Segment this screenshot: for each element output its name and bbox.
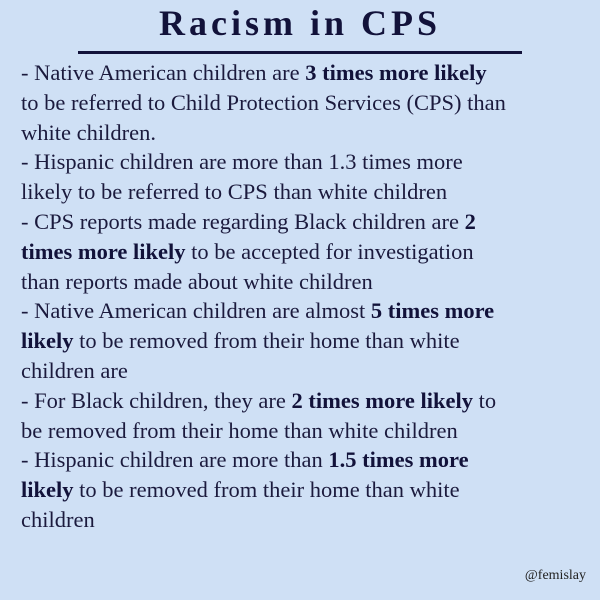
text-line: white children. [21, 118, 591, 148]
text-line: likely to be removed from their home tha… [21, 475, 591, 505]
text-segment: be removed from their home than white ch… [21, 417, 458, 443]
emphasis-text: 5 times more [370, 298, 495, 324]
text-segment: white children. [21, 119, 156, 145]
emphasis-text: likely [21, 477, 74, 503]
statistic-item: - Hispanic children are more than 1.3 ti… [21, 147, 591, 207]
text-line: likely to be removed from their home tha… [21, 326, 591, 356]
text-segment: children [21, 506, 95, 532]
text-line: - For Black children, they are 2 times m… [21, 386, 591, 416]
text-segment: - For Black children, they are [21, 387, 292, 413]
text-line: times more likely to be accepted for inv… [21, 237, 591, 267]
emphasis-text: 2 times more likely [291, 387, 473, 413]
text-segment: - Native American children are almost [21, 298, 371, 324]
emphasis-text: times more likely [21, 238, 186, 264]
statistic-item: - For Black children, they are 2 times m… [21, 386, 591, 446]
text-line: - Hispanic children are more than 1.5 ti… [21, 445, 591, 475]
text-segment: - Hispanic children are more than [21, 447, 329, 473]
statistic-item: - CPS reports made regarding Black child… [21, 207, 591, 296]
text-segment: - Hispanic children are more than 1.3 ti… [21, 149, 463, 175]
title-underline [78, 51, 522, 54]
text-segment: likely to be referred to CPS than white … [21, 179, 448, 205]
emphasis-text: 2 [464, 208, 476, 234]
statistics-list: - Native American children are 3 times m… [21, 58, 591, 535]
text-segment: to be accepted for investigation [185, 238, 474, 264]
emphasis-text: likely [21, 328, 74, 354]
author-handle: @femislay [524, 568, 586, 583]
statistic-item: - Native American children are 3 times m… [21, 58, 591, 147]
text-segment: - CPS reports made regarding Black child… [21, 208, 465, 234]
page-title: Racism in CPS [158, 3, 441, 43]
text-line: be removed from their home than white ch… [21, 416, 591, 446]
text-segment: children are [21, 357, 128, 383]
text-line: children [21, 505, 591, 535]
text-line: to be referred to Child Protection Servi… [21, 88, 591, 118]
text-segment: to be removed from their home than white [73, 328, 460, 354]
text-line: than reports made about white children [21, 267, 591, 297]
text-segment: to be referred to Child Protection Servi… [21, 89, 506, 115]
text-line: likely to be referred to CPS than white … [21, 177, 591, 207]
statistic-item: - Hispanic children are more than 1.5 ti… [21, 445, 591, 534]
statistic-item: - Native American children are almost 5 … [21, 296, 591, 385]
text-line: - Native American children are 3 times m… [21, 58, 591, 88]
emphasis-text: 3 times more likely [305, 60, 487, 85]
text-line: children are [21, 356, 591, 386]
text-line: - Native American children are almost 5 … [21, 296, 591, 326]
emphasis-text: 1.5 times more [328, 447, 469, 473]
text-segment: - Native American children are [21, 60, 306, 85]
text-segment: to be removed from their home than white [73, 477, 460, 503]
text-line: - CPS reports made regarding Black child… [21, 207, 591, 237]
text-segment: than reports made about white children [21, 268, 373, 294]
text-line: - Hispanic children are more than 1.3 ti… [21, 147, 591, 177]
text-segment: to [472, 387, 497, 413]
